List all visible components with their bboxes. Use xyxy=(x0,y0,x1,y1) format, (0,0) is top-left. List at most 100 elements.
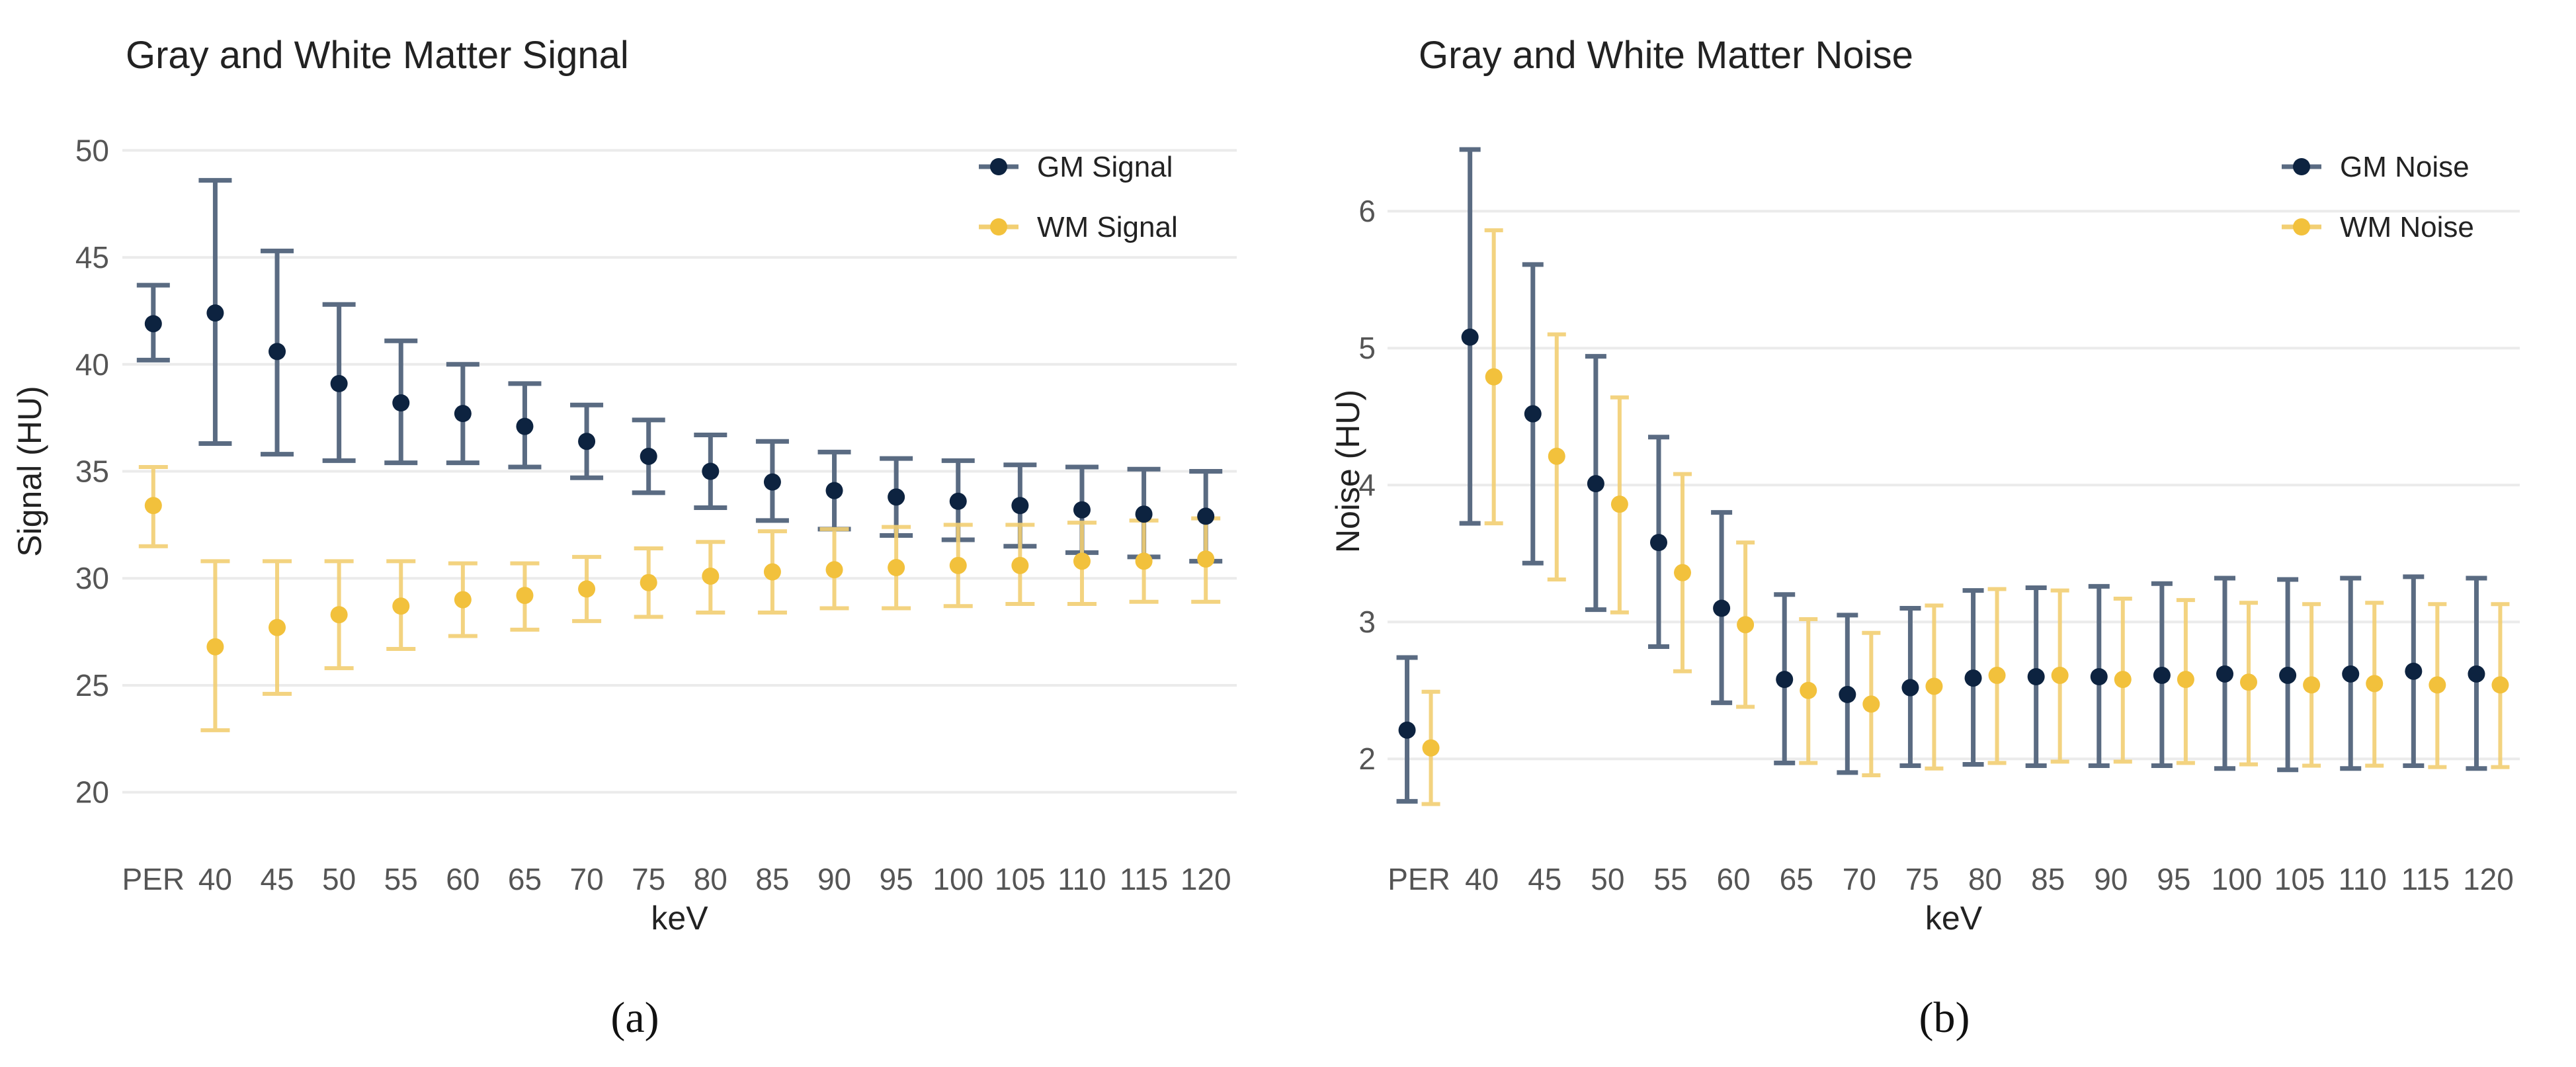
gm-point xyxy=(1011,497,1029,515)
wm-point xyxy=(1422,739,1440,757)
gm-point xyxy=(2342,665,2360,683)
x-tick-label: 55 xyxy=(384,862,418,896)
x-tick-label: 120 xyxy=(2463,862,2514,896)
wm-point xyxy=(763,563,781,581)
gm-point xyxy=(1135,505,1153,523)
gm-point xyxy=(2027,668,2045,685)
signal-chart: 20 25 30 35 40 45 50 PER 40 45 50 55 60 65 70 75 80 85 90 9… xyxy=(11,34,1237,1042)
x-tick-label: 50 xyxy=(322,862,356,896)
y-tick-label: 2 xyxy=(1358,742,1376,776)
x-tick-label: 70 xyxy=(1843,862,1876,896)
x-tick-label: PER xyxy=(1388,862,1450,896)
y-tick-label: 25 xyxy=(75,668,109,703)
x-tick-label: 70 xyxy=(569,862,603,896)
wm-point xyxy=(1988,666,2006,684)
x-tick-label: PER xyxy=(122,862,185,896)
wm-point xyxy=(1800,681,1817,699)
wm-point xyxy=(1135,552,1153,570)
wm-point xyxy=(2429,676,2446,694)
wm-point xyxy=(269,619,286,636)
gm-point xyxy=(1839,685,1856,703)
gm-point xyxy=(454,405,472,423)
figure-caption: (a) xyxy=(610,994,659,1042)
wm-point xyxy=(1925,677,1943,695)
wm-point xyxy=(516,587,534,605)
wm-point xyxy=(1548,447,1565,465)
wm-point xyxy=(2177,671,2194,689)
x-tick-label: 95 xyxy=(880,862,913,896)
legend-key-point xyxy=(2293,218,2310,235)
y-tick-label: 45 xyxy=(75,240,109,275)
x-tick-label: 55 xyxy=(1653,862,1687,896)
x-tick-label: 110 xyxy=(2339,862,2387,896)
wm-point xyxy=(1610,495,1628,513)
x-tick-label: 40 xyxy=(1465,862,1499,896)
wm-point xyxy=(1674,564,1691,581)
wm-point xyxy=(206,638,224,656)
y-axis-label: Noise (HU) xyxy=(1329,390,1366,553)
wm-point xyxy=(2366,675,2384,693)
wm-point xyxy=(1011,556,1029,574)
y-axis-label: Signal (HU) xyxy=(11,386,48,556)
gm-point xyxy=(1587,475,1604,493)
legend-label: WM Signal xyxy=(1037,211,1178,243)
gm-point xyxy=(1524,405,1542,423)
legend-wm: WM Signal xyxy=(979,211,1178,243)
x-tick-label: 75 xyxy=(632,862,665,896)
gm-point xyxy=(640,447,657,465)
wm-point xyxy=(2114,671,2132,689)
x-tick-label: 115 xyxy=(2401,862,2450,896)
wm-point xyxy=(1197,550,1215,568)
gm-point xyxy=(330,374,348,392)
x-tick-label: 90 xyxy=(2094,862,2128,896)
gm-point xyxy=(1901,679,1919,697)
gm-point xyxy=(2216,665,2233,683)
gm-point xyxy=(516,417,534,435)
y-tick-label: 40 xyxy=(75,347,109,382)
x-tick-label: 40 xyxy=(198,862,232,896)
legend-label: WM Noise xyxy=(2340,211,2474,243)
legend-key-point xyxy=(990,218,1007,235)
y-tick-label: 35 xyxy=(75,454,109,489)
x-tick-label: 90 xyxy=(817,862,851,896)
gm-point xyxy=(825,482,843,499)
x-tick-label: 115 xyxy=(1120,862,1168,896)
legend-label: GM Noise xyxy=(2340,151,2470,183)
gm-point xyxy=(949,492,967,510)
x-tick-label: 95 xyxy=(2157,862,2190,896)
wm-point xyxy=(888,559,905,577)
legend-gm: GM Signal xyxy=(979,151,1173,183)
wm-point xyxy=(1862,695,1880,713)
wm-point xyxy=(640,574,657,591)
gm-point xyxy=(1398,721,1416,739)
gm-point xyxy=(1964,669,1982,687)
x-tick-label: 60 xyxy=(1717,862,1751,896)
legend-key-point xyxy=(2293,158,2310,175)
gm-point xyxy=(1713,599,1731,617)
gm-point xyxy=(2153,666,2171,684)
wm-point xyxy=(2051,666,2069,684)
y-tick-label: 30 xyxy=(75,561,109,595)
wm-point xyxy=(1737,616,1755,634)
legend-gm: GM Noise xyxy=(2282,151,2470,183)
y-tick-label: 20 xyxy=(75,775,109,810)
legend-wm: WM Noise xyxy=(2282,211,2474,243)
gm-point xyxy=(888,488,905,506)
wm-point xyxy=(144,497,162,515)
wm-point xyxy=(330,606,348,624)
gm-point xyxy=(2468,665,2485,683)
y-tick-label: 6 xyxy=(1358,194,1376,228)
y-tick-label: 5 xyxy=(1358,331,1376,365)
wm-point xyxy=(1073,552,1091,570)
x-tick-label: 120 xyxy=(1181,862,1231,896)
gm-point xyxy=(269,343,286,361)
chart-title: Gray and White Matter Signal xyxy=(126,34,629,77)
gm-point xyxy=(763,473,781,491)
wm-point xyxy=(2240,673,2257,691)
gm-point xyxy=(702,462,720,480)
gm-point xyxy=(2405,662,2423,680)
gm-point xyxy=(2090,668,2108,685)
gm-point xyxy=(144,315,162,333)
chart-title: Gray and White Matter Noise xyxy=(1419,34,1913,77)
x-tick-label: 45 xyxy=(260,862,294,896)
